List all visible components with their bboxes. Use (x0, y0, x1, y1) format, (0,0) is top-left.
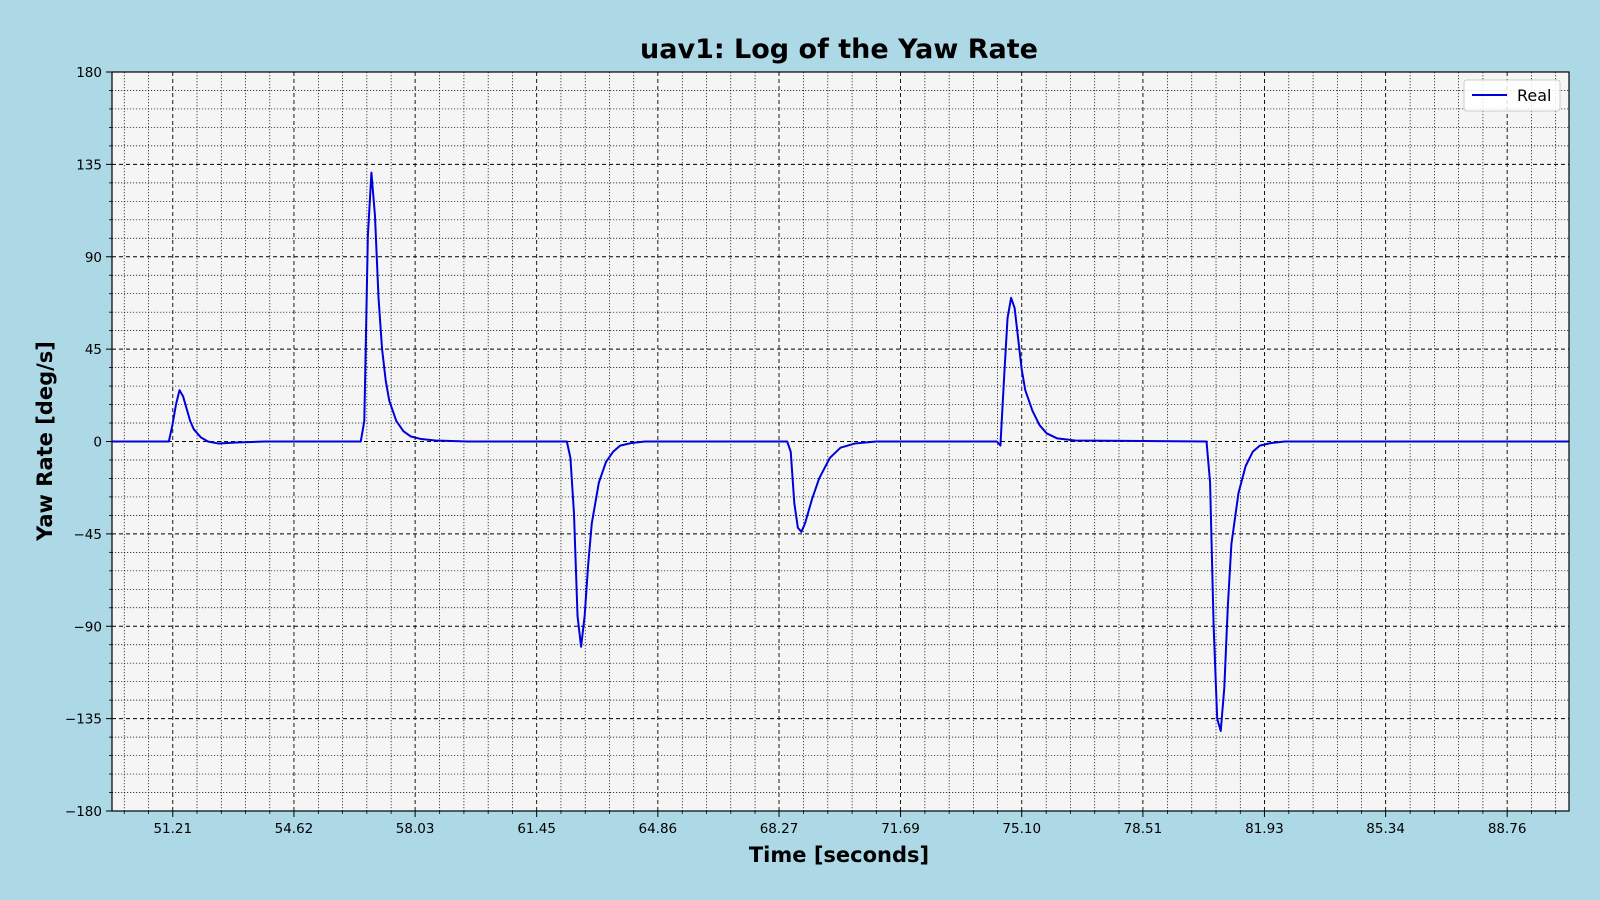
plot-frame (111, 71, 1570, 812)
x-tick-label: 88.76 (1488, 821, 1527, 837)
x-axis-ticks: 51.21 54.62 58.03 61.45 64.86 68.27 71.69 75.10… (123, 811, 1557, 837)
legend-box (1463, 79, 1561, 112)
x-tick-label: 51.21 (153, 821, 192, 837)
series-line-real (112, 171, 1569, 732)
x-tick-label: 54.62 (275, 821, 314, 837)
y-tick-label: 0 (93, 435, 102, 451)
y-tick-label: −180 (65, 804, 102, 820)
y-axis-label: Yaw Rate [deg/s] (33, 341, 57, 542)
x-tick-label: 75.10 (1002, 821, 1041, 837)
x-axis-label: Time [seconds] (749, 843, 929, 867)
series-layer (112, 171, 1569, 732)
x-tick-label: 64.86 (639, 821, 678, 837)
y-tick-label: −90 (74, 619, 103, 635)
y-tick-label: −135 (65, 712, 102, 728)
legend: Real (1463, 79, 1561, 112)
x-tick-label: 58.03 (396, 821, 435, 837)
chart-title: uav1: Log of the Yaw Rate (640, 34, 1038, 65)
x-tick-label: 78.51 (1124, 821, 1163, 837)
legend-label-real: Real (1517, 86, 1552, 105)
y-tick-label: 180 (76, 65, 102, 81)
x-tick-label: 81.93 (1245, 821, 1284, 837)
x-tick-label: 61.45 (517, 821, 556, 837)
y-tick-label: 90 (85, 250, 102, 266)
y-tick-label: −45 (74, 527, 103, 543)
x-tick-label: 71.69 (881, 821, 920, 837)
y-axis-ticks: −180 −135 −90 −45 0 45 90 135 180 (65, 65, 112, 820)
x-tick-label: 85.34 (1366, 821, 1405, 837)
y-tick-label: 45 (85, 342, 102, 358)
y-tick-label: 135 (76, 157, 102, 173)
x-tick-label: 68.27 (760, 821, 799, 837)
